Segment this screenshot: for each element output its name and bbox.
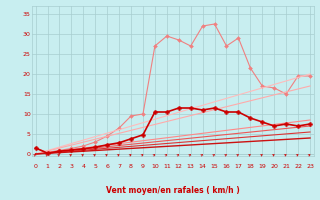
X-axis label: Vent moyen/en rafales ( km/h ): Vent moyen/en rafales ( km/h ) (106, 186, 240, 195)
